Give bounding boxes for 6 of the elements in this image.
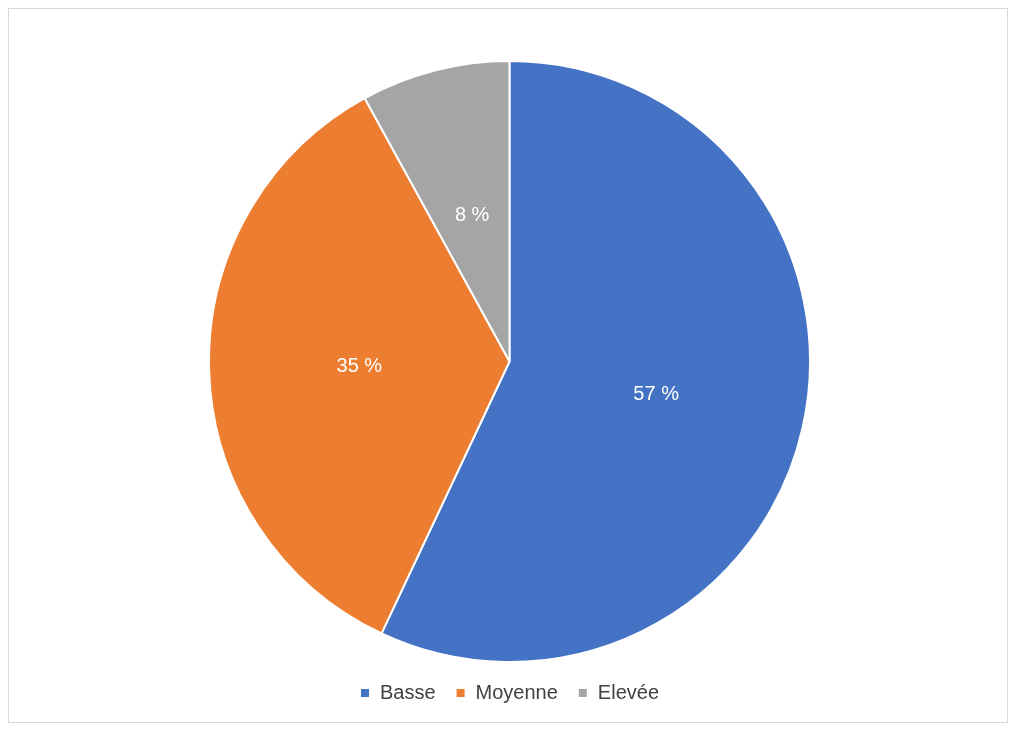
data-label: 35 % xyxy=(336,353,383,376)
legend-label: Elevée xyxy=(597,680,660,703)
data-label: 57 % xyxy=(633,381,680,404)
legend-label: Basse xyxy=(379,680,436,703)
legend-label: Moyenne xyxy=(475,680,558,703)
data-label: 8 % xyxy=(454,203,490,226)
